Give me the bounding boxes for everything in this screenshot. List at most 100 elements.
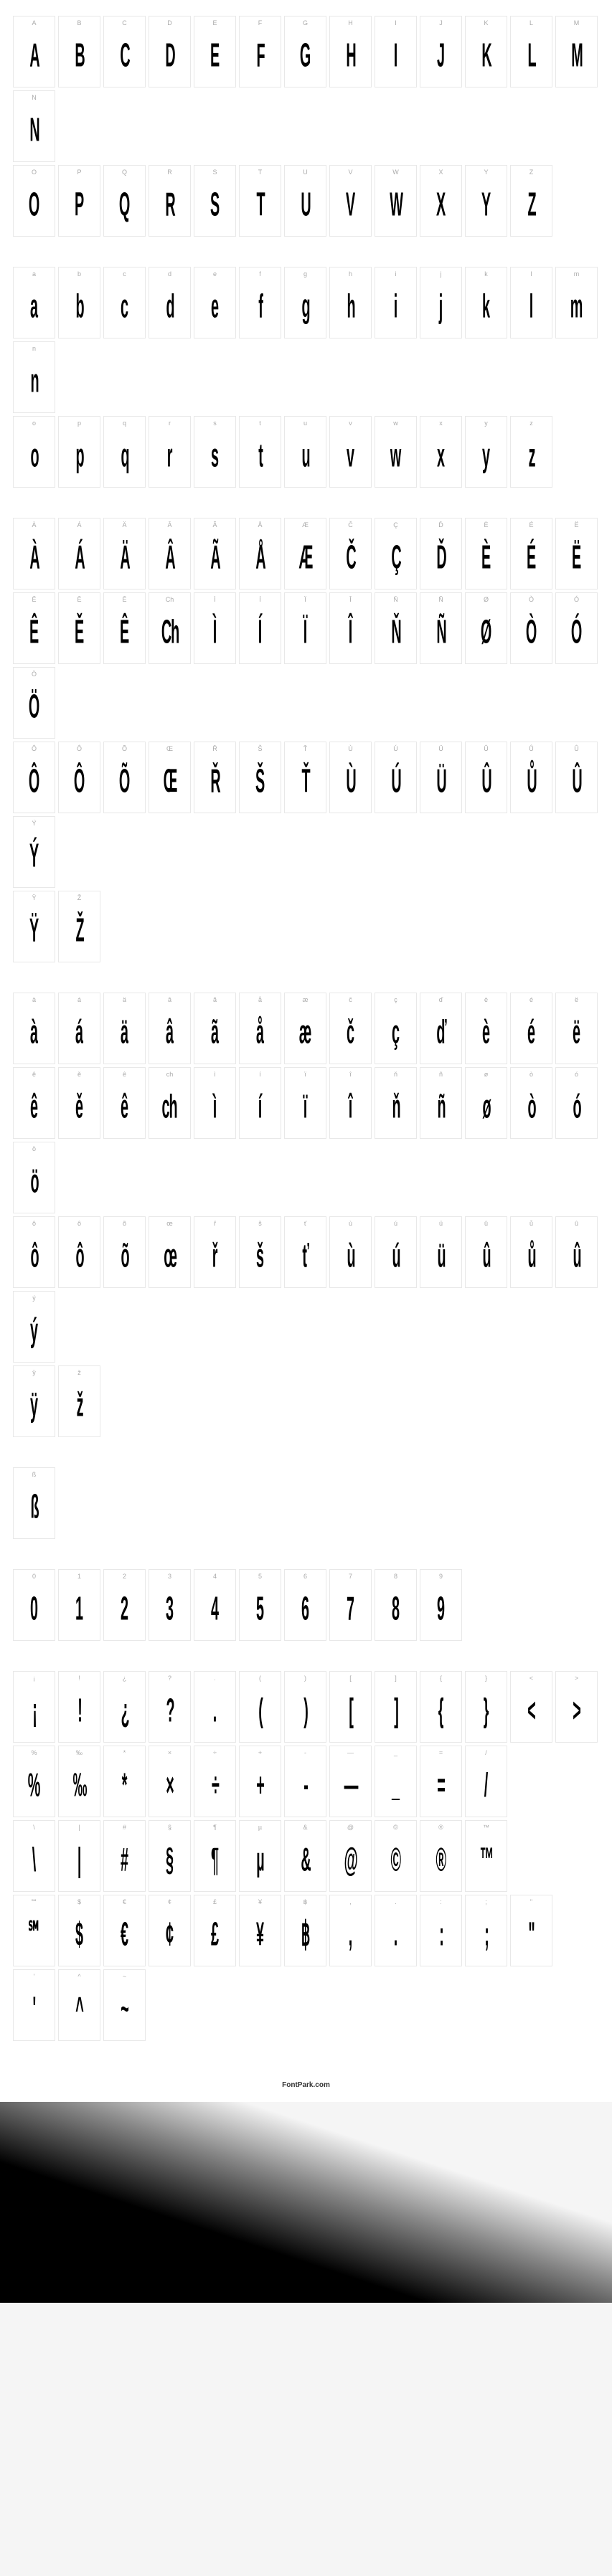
glyph-label: O: [32, 166, 37, 179]
glyph-cell: chch: [149, 1067, 191, 1139]
glyph: =: [437, 1768, 444, 1802]
glyph: —: [344, 1768, 357, 1802]
glyph-cell: ßß: [13, 1467, 55, 1539]
glyph-cell: ÝÝ: [13, 816, 55, 888]
glyph: ©: [391, 1843, 400, 1877]
glyph-cell: àà: [13, 993, 55, 1064]
glyph-label: $: [77, 1895, 81, 1908]
glyph: µ: [256, 1843, 263, 1877]
glyph-cell: XX: [420, 165, 462, 237]
glyph-label: p: [77, 417, 81, 430]
glyph-label: Î: [349, 593, 352, 606]
glyph: ď: [436, 1015, 446, 1049]
glyph-cell: 88: [375, 1569, 417, 1641]
glyph: j: [439, 290, 442, 323]
glyph-cell: ww: [375, 416, 417, 488]
glyph-cell: ,,: [329, 1895, 372, 1966]
glyph-cell: hh: [329, 267, 372, 338]
glyph-cell: ťť: [284, 1216, 326, 1288]
glyph: :: [439, 1918, 443, 1951]
glyph: Õ: [119, 764, 129, 798]
glyph: >: [573, 1694, 580, 1728]
glyph-cell: ÅÅ: [239, 518, 281, 589]
glyph-row: 00112233445566778899: [11, 1568, 601, 1642]
glyph-label: 2: [123, 1570, 126, 1583]
glyph-label: /: [485, 1746, 487, 1759]
glyph-section: aabbccddeeffgghhiijjkkllmmnnooppqqrrsstt…: [11, 265, 601, 489]
glyph: F: [256, 39, 264, 72]
glyph-cell: ((: [239, 1671, 281, 1743]
glyph-cell: ;;: [465, 1895, 507, 1966]
glyph-label: ç: [394, 993, 397, 1006]
glyph-label: Â: [167, 518, 171, 531]
glyph-cell: ËË: [555, 518, 598, 589]
glyph-cell: ®®: [420, 1820, 462, 1892]
glyph-cell: ùù: [329, 1216, 372, 1288]
glyph-label: f: [259, 267, 261, 280]
glyph-cell: ::: [420, 1895, 462, 1966]
glyph-label: ñ: [439, 1068, 443, 1081]
glyph-label: £: [213, 1895, 217, 1908]
glyph: Ê: [120, 615, 128, 649]
glyph-cell: ÄÄ: [103, 518, 146, 589]
glyph-label: é: [529, 993, 533, 1006]
glyph-cell: çç: [375, 993, 417, 1064]
glyph-cell: ŇŇ: [375, 592, 417, 664]
glyph: ¶: [212, 1843, 219, 1877]
glyph-cell: FF: [239, 16, 281, 87]
glyph: É: [527, 541, 535, 574]
glyph: ": [528, 1918, 534, 1951]
glyph-label: 0: [32, 1570, 36, 1583]
glyph-label: Ů: [529, 742, 534, 755]
glyph-cell: ÿÿ: [13, 1365, 55, 1437]
glyph-label: û: [484, 1217, 488, 1230]
glyph-label: ú: [394, 1217, 397, 1230]
glyph: #: [121, 1843, 128, 1877]
glyph: Ò: [526, 615, 536, 649]
glyph: ÿ: [31, 1388, 38, 1422]
glyph-cell: !!: [58, 1671, 100, 1743]
glyph: Ô: [29, 764, 39, 798]
sections-container: AABBCCDDEEFFGGHHIIJJKKLLMMNNOOPPQQRRSSTT…: [11, 14, 601, 2042]
glyph: Ř: [210, 764, 220, 798]
glyph-cell: ss: [194, 416, 236, 488]
glyph-cell: ××: [149, 1746, 191, 1817]
glyph-cell: >>: [555, 1671, 598, 1743]
glyph: ¡: [32, 1694, 37, 1728]
glyph-cell: ÖÖ: [13, 667, 55, 739]
glyph-cell: ¢¢: [149, 1895, 191, 1966]
glyph-label: .: [395, 1895, 397, 1908]
glyph-cell: 99: [420, 1569, 462, 1641]
glyph-label: ï: [304, 1068, 306, 1081]
glyph-label: ø: [484, 1068, 489, 1081]
glyph: ¿: [121, 1694, 128, 1728]
glyph: ': [33, 1992, 36, 2026]
glyph-label: U: [303, 166, 308, 179]
glyph-row: OOPPQQRRSSTTUUVVWWXXYYZZ: [11, 164, 601, 238]
glyph-cell: ÛÛ: [465, 742, 507, 813]
glyph: ™: [479, 1843, 493, 1877]
glyph-row: ''^^~~: [11, 1968, 601, 2042]
glyph: I: [394, 39, 397, 72]
glyph-cell: kk: [465, 267, 507, 338]
glyph: ť: [302, 1239, 308, 1273]
glyph-label: v: [349, 417, 352, 430]
glyph-cell: ฿฿: [284, 1895, 326, 1966]
glyph-label: ): [304, 1672, 306, 1685]
glyph-cell: 22: [103, 1569, 146, 1641]
glyph: L: [527, 39, 535, 72]
glyph-label: Š: [258, 742, 262, 755]
glyph-label: }: [485, 1672, 487, 1685]
glyph: v: [347, 439, 354, 473]
glyph: ×: [166, 1768, 173, 1802]
glyph-cell: OO: [13, 165, 55, 237]
glyph: m: [570, 290, 583, 323]
glyph-cell: ýý: [13, 1291, 55, 1363]
glyph-cell: JJ: [420, 16, 462, 87]
glyph-cell: oo: [13, 416, 55, 488]
glyph: @: [344, 1843, 357, 1877]
glyph-label: C: [122, 16, 127, 29]
glyph-label: ÿ: [32, 1366, 36, 1379]
glyph: å: [257, 1015, 264, 1049]
glyph: q: [121, 439, 128, 473]
